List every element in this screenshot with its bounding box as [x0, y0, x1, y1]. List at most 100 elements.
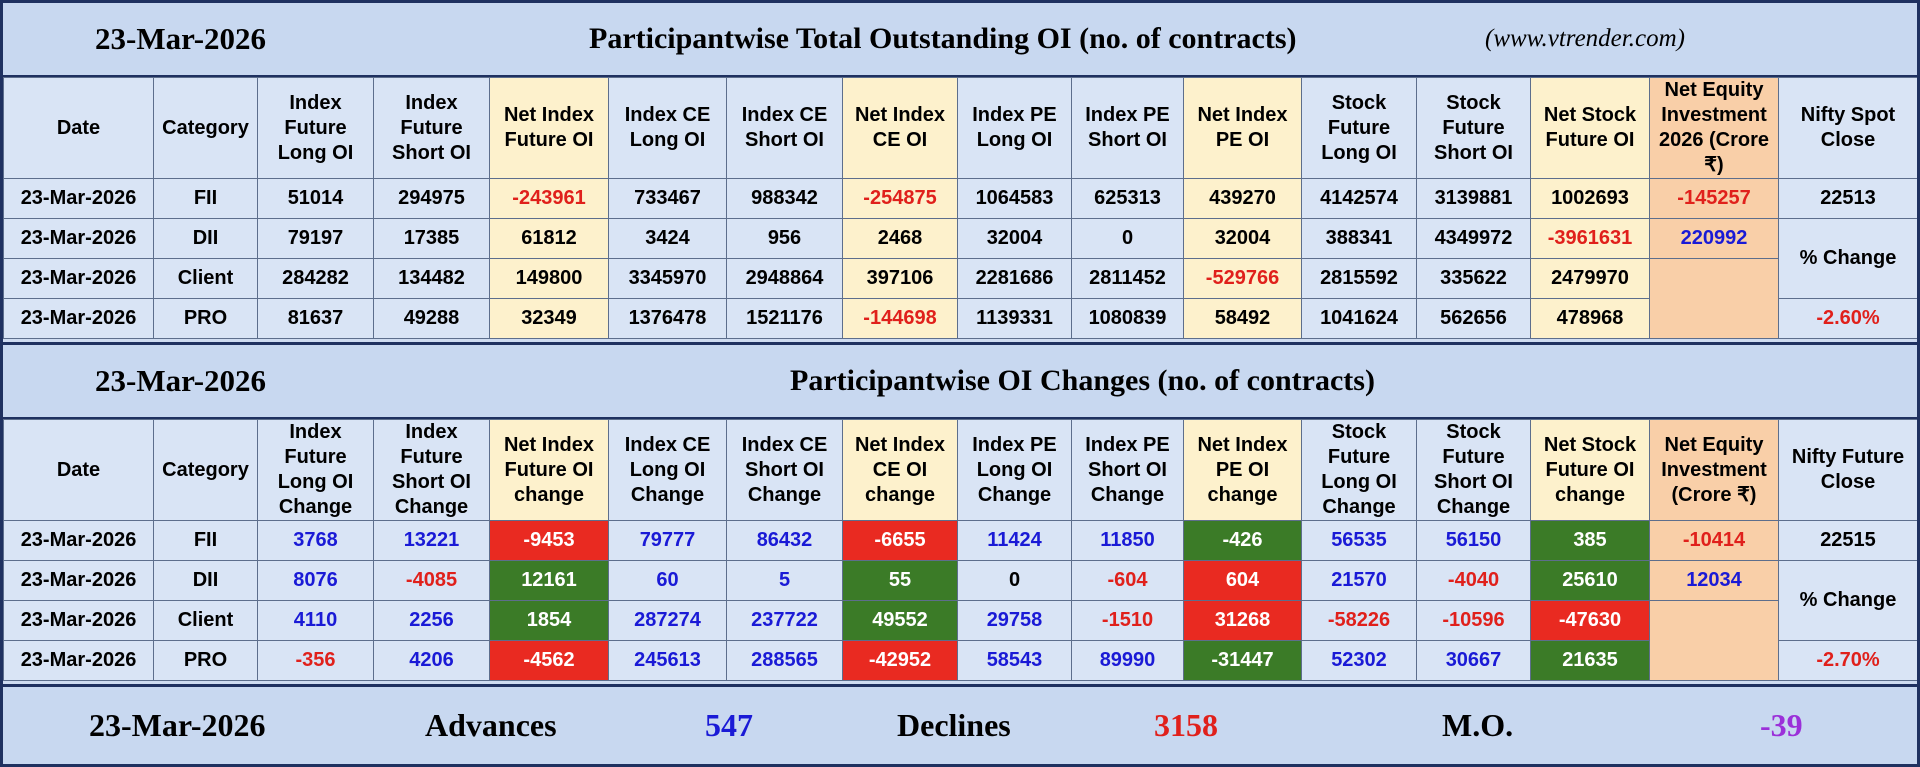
value-cell: -356: [257, 640, 374, 681]
value-cell: 2811452: [1071, 258, 1184, 299]
date: 23-Mar-2026: [95, 363, 267, 398]
section-header: 23-Mar-2026 Participantwise Total Outsta…: [3, 3, 1917, 77]
column-header: Index CE Long OI: [608, 77, 727, 179]
value-cell: 385: [1530, 520, 1650, 561]
section: 23-Mar-2026 Participantwise OI Changes (…: [3, 345, 1917, 687]
value-cell: -58226: [1301, 600, 1417, 641]
value-cell: 4349972: [1416, 218, 1531, 259]
mo-label: M.O.: [1442, 707, 1514, 743]
value-cell: 287274: [608, 600, 727, 641]
value-cell: 988342: [726, 178, 843, 219]
value-cell: 52302: [1301, 640, 1417, 681]
value-cell: 2815592: [1301, 258, 1417, 299]
value-cell: 21635: [1530, 640, 1650, 681]
value-cell: 49552: [842, 600, 958, 641]
value-cell: 2468: [842, 218, 958, 259]
column-header: Index Future Short OI Change: [373, 419, 490, 521]
value-cell: 5: [726, 560, 843, 601]
advances: 547: [705, 707, 753, 743]
value-cell: 245613: [608, 640, 727, 681]
nifty-close: 22515: [1778, 520, 1917, 561]
date: 23-Mar-2026: [95, 21, 267, 56]
value-cell: 56150: [1416, 520, 1531, 561]
value-cell: 149800: [489, 258, 609, 299]
value-cell: -47630: [1530, 600, 1650, 641]
section-header: 23-Mar-2026 Participantwise OI Changes (…: [3, 345, 1917, 419]
net-equity-cell: -10414: [1649, 520, 1779, 561]
column-header: Stock Future Short OI Change: [1416, 419, 1531, 521]
value-cell: 3345970: [608, 258, 727, 299]
value-cell: 4110: [257, 600, 374, 641]
column-header: Stock Future Long OI: [1301, 77, 1417, 179]
value-cell: 17385: [373, 218, 490, 259]
column-header: Nifty Spot Close: [1778, 77, 1917, 179]
oi-table: Date Category Index Future Long OI Index Fu…: [3, 77, 1917, 339]
date-cell: 23-Mar-2026: [3, 258, 154, 299]
column-header: Stock Future Short OI: [1416, 77, 1531, 179]
column-header: Index Future Short OI: [373, 77, 490, 179]
net-equity-empty: [1649, 258, 1779, 339]
declines-label: Declines: [897, 707, 1011, 743]
nifty-change: -2.70%: [1778, 640, 1917, 681]
value-cell: 288565: [726, 640, 843, 681]
value-cell: -144698: [842, 298, 958, 339]
column-header: Date: [3, 419, 154, 521]
column-header: Index CE Short OI: [726, 77, 843, 179]
title: Participantwise OI Changes (no. of contr…: [790, 364, 1375, 397]
column-header: Stock Future Long OI Change: [1301, 419, 1417, 521]
value-cell: 21570: [1301, 560, 1417, 601]
value-cell: 1139331: [957, 298, 1072, 339]
value-cell: 58492: [1183, 298, 1302, 339]
column-header: Net Index CE OI change: [842, 419, 958, 521]
value-cell: 4142574: [1301, 178, 1417, 219]
column-header: Net Stock Future OI: [1530, 77, 1650, 179]
value-cell: 60: [608, 560, 727, 601]
date-cell: 23-Mar-2026: [3, 560, 154, 601]
value-cell: 11424: [957, 520, 1072, 561]
value-cell: 2479970: [1530, 258, 1650, 299]
net-equity-empty: [1649, 600, 1779, 681]
category-cell: PRO: [153, 298, 258, 339]
value-cell: 284282: [257, 258, 374, 299]
value-cell: 3768: [257, 520, 374, 561]
column-header: Net Index PE OI: [1183, 77, 1302, 179]
oi-change-table: Date Category Index Future Long OI Change I…: [3, 419, 1917, 681]
nifty-change-label: % Change: [1778, 560, 1917, 641]
column-header: Net Index PE OI change: [1183, 419, 1302, 521]
net-equity-cell: 220992: [1649, 218, 1779, 259]
value-cell: 733467: [608, 178, 727, 219]
value-cell: 79777: [608, 520, 727, 561]
value-cell: 12161: [489, 560, 609, 601]
value-cell: 134482: [373, 258, 490, 299]
value-cell: 2256: [373, 600, 490, 641]
value-cell: 55: [842, 560, 958, 601]
column-header: Index CE Short OI Change: [726, 419, 843, 521]
value-cell: -426: [1183, 520, 1302, 561]
column-header: Category: [153, 77, 258, 179]
date-cell: 23-Mar-2026: [3, 520, 154, 561]
value-cell: -529766: [1183, 258, 1302, 299]
value-cell: 32349: [489, 298, 609, 339]
value-cell: 439270: [1183, 178, 1302, 219]
column-header: Date: [3, 77, 154, 179]
value-cell: 25610: [1530, 560, 1650, 601]
mo: -39: [1760, 707, 1803, 743]
value-cell: 0: [957, 560, 1072, 601]
date: 23-Mar-2026: [89, 707, 266, 743]
value-cell: 61812: [489, 218, 609, 259]
value-cell: 237722: [726, 600, 843, 641]
value-cell: 0: [1071, 218, 1184, 259]
value-cell: 30667: [1416, 640, 1531, 681]
value-cell: 32004: [1183, 218, 1302, 259]
date-cell: 23-Mar-2026: [3, 218, 154, 259]
value-cell: -604: [1071, 560, 1184, 601]
value-cell: -31447: [1183, 640, 1302, 681]
section: 23-Mar-2026 Participantwise Total Outsta…: [3, 3, 1917, 345]
advances-label: Advances: [425, 707, 557, 743]
net-equity-cell: 12034: [1649, 560, 1779, 601]
declines: 3158: [1154, 707, 1218, 743]
value-cell: -42952: [842, 640, 958, 681]
nifty-change-label: % Change: [1778, 218, 1917, 299]
value-cell: 32004: [957, 218, 1072, 259]
